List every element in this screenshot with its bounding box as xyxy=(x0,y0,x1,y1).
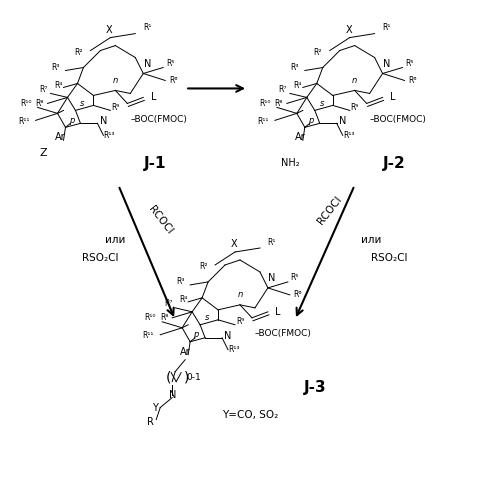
Text: R¹⁰: R¹⁰ xyxy=(145,314,156,322)
Text: s: s xyxy=(80,99,85,108)
Text: p: p xyxy=(69,116,74,125)
Text: R³: R³ xyxy=(51,63,60,72)
Text: R¹⁰: R¹⁰ xyxy=(20,99,31,108)
Text: –BOC(FMOC): –BOC(FMOC) xyxy=(255,330,312,338)
Text: L: L xyxy=(390,92,395,102)
Text: R⁵: R⁵ xyxy=(166,59,174,68)
Text: Z: Z xyxy=(40,148,47,158)
Text: или: или xyxy=(105,235,125,245)
Text: J-3: J-3 xyxy=(304,380,326,395)
Text: (: ( xyxy=(165,370,171,384)
Text: R¹: R¹ xyxy=(382,23,391,32)
Text: N: N xyxy=(100,116,107,126)
Text: s: s xyxy=(319,99,324,108)
Text: N: N xyxy=(224,331,232,341)
Text: R¹: R¹ xyxy=(268,238,276,246)
Text: R¹¹: R¹¹ xyxy=(18,117,29,126)
Text: R⁸: R⁸ xyxy=(274,99,283,108)
Text: R⁶: R⁶ xyxy=(408,76,417,85)
Text: N: N xyxy=(169,390,176,400)
Text: R¹³: R¹³ xyxy=(228,345,240,354)
Text: R⁹: R⁹ xyxy=(351,103,359,112)
Text: N: N xyxy=(144,58,151,68)
Text: n: n xyxy=(113,76,118,85)
Text: R²: R² xyxy=(314,48,322,57)
Text: RSO₂Cl: RSO₂Cl xyxy=(82,253,119,263)
Text: R⁶: R⁶ xyxy=(294,290,302,300)
Text: ): ) xyxy=(183,370,189,384)
Text: NH₂: NH₂ xyxy=(281,158,299,168)
Text: R³: R³ xyxy=(176,278,184,286)
Text: R⁸: R⁸ xyxy=(160,314,169,322)
Text: R⁵: R⁵ xyxy=(291,274,299,282)
Text: p: p xyxy=(194,330,199,340)
Text: L: L xyxy=(275,307,281,317)
Text: R²: R² xyxy=(199,262,207,272)
Text: Y: Y xyxy=(152,402,158,412)
Text: или: или xyxy=(362,235,382,245)
Text: R¹⁰: R¹⁰ xyxy=(259,99,271,108)
Text: –BOC(FMOC): –BOC(FMOC) xyxy=(370,115,426,124)
Text: R⁷: R⁷ xyxy=(164,300,172,308)
Text: 0-1: 0-1 xyxy=(187,373,202,382)
Text: R⁶: R⁶ xyxy=(169,76,177,85)
Text: R¹¹: R¹¹ xyxy=(257,117,269,126)
Text: R⁹: R⁹ xyxy=(236,318,244,326)
Text: R: R xyxy=(147,416,154,426)
Text: R⁷: R⁷ xyxy=(279,85,287,94)
Text: R¹³: R¹³ xyxy=(343,131,354,140)
Text: RSO₂Cl: RSO₂Cl xyxy=(371,253,408,263)
Text: R¹³: R¹³ xyxy=(103,131,115,140)
Text: n: n xyxy=(352,76,357,85)
Text: N: N xyxy=(339,116,346,126)
Text: R⁹: R⁹ xyxy=(111,103,120,112)
Text: R⁴: R⁴ xyxy=(179,296,187,304)
Text: Ar: Ar xyxy=(55,132,66,142)
Text: R¹¹: R¹¹ xyxy=(143,332,154,340)
Text: Ar: Ar xyxy=(180,346,191,356)
Text: Y=CO, SO₂: Y=CO, SO₂ xyxy=(222,410,278,420)
Text: R⁷: R⁷ xyxy=(39,85,48,94)
Text: X: X xyxy=(106,24,113,34)
Text: RCOCl: RCOCl xyxy=(316,194,344,226)
Text: RCOCl: RCOCl xyxy=(146,204,174,236)
Text: R⁴: R⁴ xyxy=(54,81,63,90)
Text: s: s xyxy=(205,314,209,322)
Text: L: L xyxy=(150,92,156,102)
Text: Ar: Ar xyxy=(295,132,305,142)
Text: J-2: J-2 xyxy=(383,156,406,170)
Text: p: p xyxy=(308,116,313,125)
Text: R²: R² xyxy=(74,48,83,57)
Text: J-1: J-1 xyxy=(144,156,167,170)
Text: R⁴: R⁴ xyxy=(294,81,302,90)
Text: R⁸: R⁸ xyxy=(35,99,44,108)
Text: –BOC(FMOC): –BOC(FMOC) xyxy=(130,115,187,124)
Text: N: N xyxy=(268,273,275,283)
Text: R³: R³ xyxy=(291,63,299,72)
Text: R¹: R¹ xyxy=(143,23,151,32)
Text: X: X xyxy=(231,239,237,249)
Text: N: N xyxy=(383,58,390,68)
Text: X: X xyxy=(345,24,352,34)
Text: R⁵: R⁵ xyxy=(405,59,414,68)
Text: n: n xyxy=(238,290,243,300)
